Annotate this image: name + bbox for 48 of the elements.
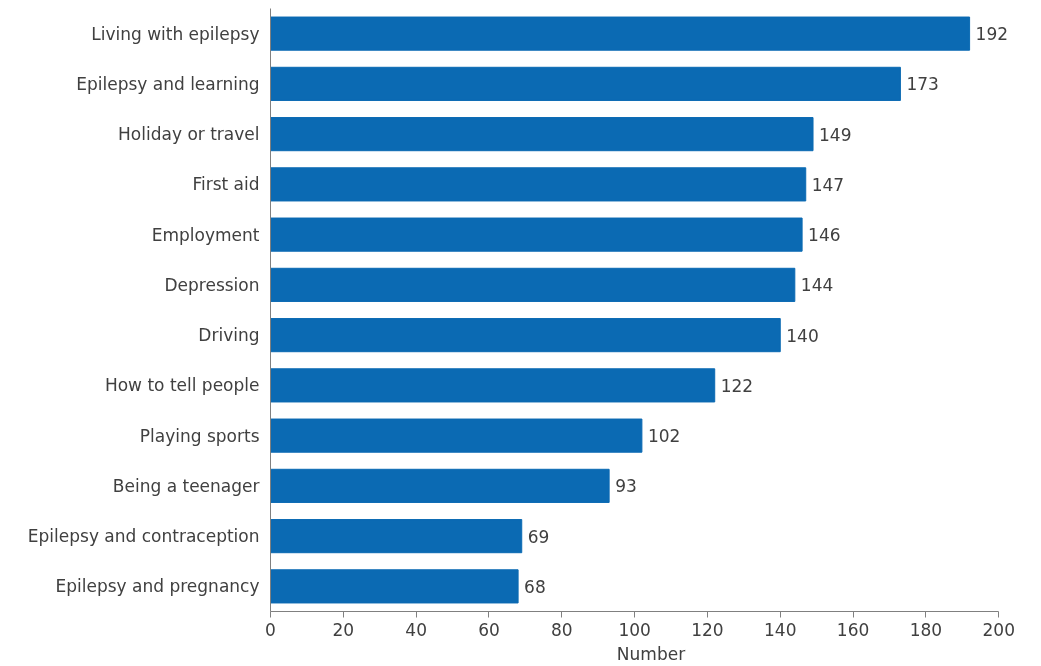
x-tick-label: 20 [332,619,355,640]
y-tick-label: First aid [192,174,260,195]
x-tick-label: 40 [405,619,427,640]
y-tick-label: Epilepsy and contraception [27,526,260,547]
data-label: 69 [527,526,550,547]
bar [270,318,781,353]
x-tick-label: 100 [618,619,651,640]
bar [270,368,716,403]
bar [270,519,523,554]
y-tick-label: Depression [164,274,260,295]
bar [270,267,796,302]
bar [270,167,807,202]
data-label: 102 [647,426,681,447]
data-label: 149 [819,124,852,145]
y-tick-label: Living with epilepsy [91,23,260,44]
x-axis-title: Number [616,643,686,664]
bar [270,217,803,252]
x-tick-label: 60 [478,619,500,640]
y-tick-label: Being a teenager [112,475,260,496]
bar [270,418,643,453]
y-tick-label: Employment [151,224,260,245]
x-tick-label: 0 [265,619,276,640]
data-label: 146 [808,225,841,246]
bar [270,117,814,152]
x-tick-label: 140 [764,619,797,640]
x-tick-label: 180 [909,619,943,640]
bar [270,569,519,604]
data-label: 140 [786,325,819,346]
x-tick-label: 160 [836,619,870,640]
y-tick-label: Holiday or travel [118,124,260,145]
data-label: 147 [811,174,845,195]
x-tick-label: 200 [982,619,1015,640]
data-label: 68 [524,576,546,597]
data-label: 93 [615,476,637,497]
data-label: 144 [800,275,834,296]
y-tick-label: Epilepsy and pregnancy [55,576,260,597]
y-tick-label: Driving [198,325,260,346]
bar [270,66,901,101]
data-label: 122 [720,375,754,396]
x-tick-label: 120 [691,619,724,640]
y-tick-label: Epilepsy and learning [76,73,260,94]
data-label: 173 [906,74,939,95]
data-label: 192 [975,24,1009,45]
y-tick-label: How to tell people [104,375,260,396]
bar [270,16,971,51]
y-tick-label: Playing sports [139,425,260,446]
x-tick-label: 80 [550,619,573,640]
bar [270,468,610,503]
